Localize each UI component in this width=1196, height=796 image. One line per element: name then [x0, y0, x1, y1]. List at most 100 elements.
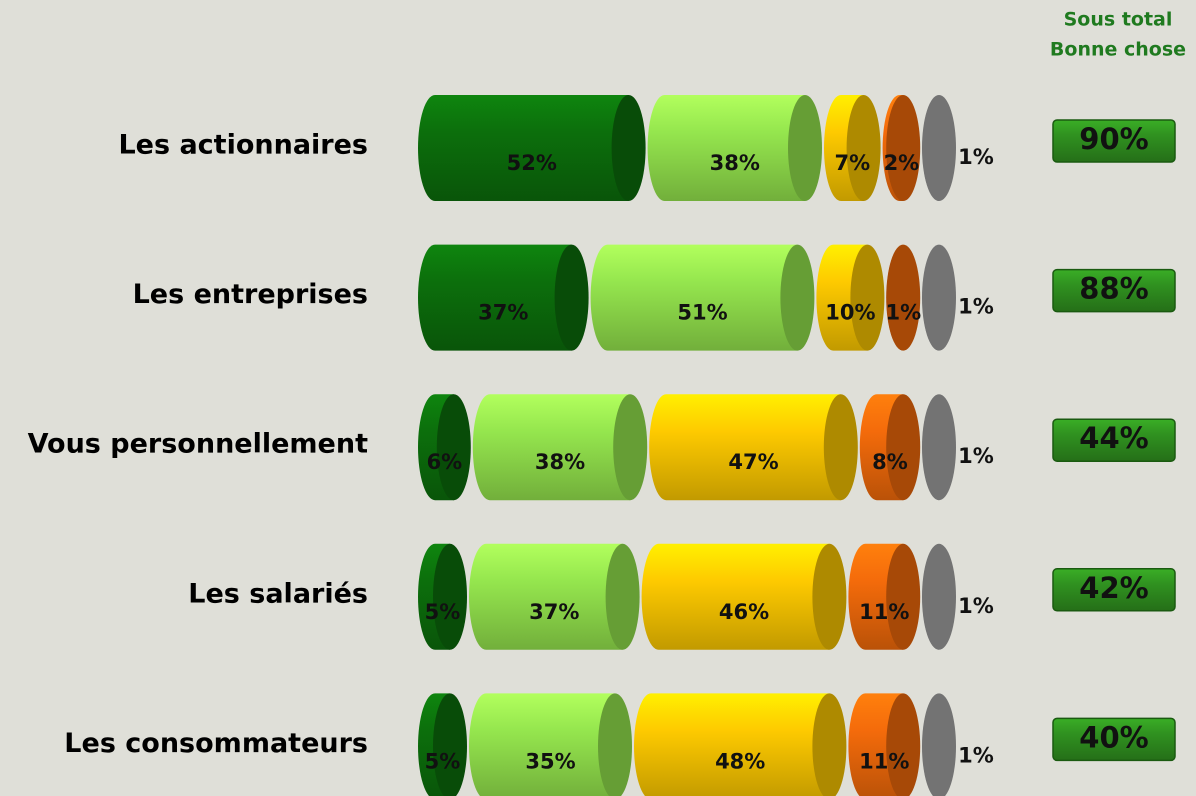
cylinder-body — [641, 543, 830, 650]
value-label: 52% — [507, 151, 557, 175]
cylinder-body — [418, 95, 629, 201]
bar-segment — [848, 693, 921, 796]
cylinder-cap — [436, 394, 471, 501]
bar-segment — [469, 693, 632, 796]
subtotal-box — [1052, 568, 1176, 612]
bar-segment — [922, 543, 956, 650]
subtotal-header: Bonne chose — [1050, 39, 1186, 61]
cylinder-cap — [850, 244, 885, 351]
subtotal-box — [1052, 119, 1176, 163]
cylinder-body — [469, 693, 615, 796]
cylinder-body — [590, 244, 798, 351]
value-label: 37% — [478, 301, 528, 325]
value-label: 38% — [710, 151, 760, 175]
subtotal-header: Sous total — [1064, 9, 1173, 31]
value-label: 11% — [859, 600, 909, 624]
bar-segment — [816, 244, 885, 351]
value-label: 1% — [958, 594, 994, 618]
cylinder-cap — [788, 95, 822, 201]
value-label: 10% — [825, 301, 875, 325]
bar-segment — [647, 95, 822, 201]
value-label: 46% — [719, 600, 769, 624]
cylinder-cap — [780, 244, 815, 351]
value-label: 11% — [859, 749, 909, 773]
cylinder-cap — [812, 693, 847, 796]
cylinder-body — [472, 394, 631, 501]
value-label: 2% — [884, 151, 920, 175]
cylinder-cap — [605, 543, 640, 650]
value-label: 38% — [535, 450, 585, 474]
cylinder-cap — [433, 693, 467, 796]
value-label: 1% — [958, 145, 994, 169]
subtotal-box — [1052, 268, 1176, 313]
bar-segment — [634, 693, 847, 796]
cylinder-cap — [922, 543, 956, 650]
value-label: 1% — [958, 444, 994, 468]
bar-segment — [590, 244, 815, 351]
category-label: Les salariés — [188, 578, 368, 609]
cylinder-cap — [886, 543, 921, 650]
value-label: 1% — [885, 301, 921, 325]
value-label: 51% — [677, 301, 727, 325]
subtotal-label: 40% — [1079, 720, 1148, 754]
value-label: 5% — [425, 600, 461, 624]
cylinder-cap — [823, 394, 858, 501]
value-label: 6% — [427, 450, 463, 474]
bar-segment — [886, 244, 921, 351]
cylinder-cap — [846, 95, 881, 201]
cylinder-cap — [598, 693, 632, 796]
cylinder-cap — [886, 693, 921, 796]
cylinder-cap — [886, 244, 921, 351]
bar-segment — [848, 543, 921, 650]
cylinder-cap — [922, 693, 956, 796]
cylinder-cap — [922, 95, 956, 201]
cylinder-body — [649, 394, 841, 501]
bar-segment — [418, 693, 467, 796]
cylinder-cap — [812, 543, 847, 650]
subtotal-label: 42% — [1079, 571, 1148, 605]
cylinder-cap — [886, 95, 921, 201]
cylinder-cap — [886, 394, 921, 501]
value-label: 1% — [958, 295, 994, 319]
bar-segment — [859, 394, 921, 501]
bar-segment — [641, 543, 847, 650]
value-label: 37% — [529, 600, 579, 624]
subtotal-box — [1052, 418, 1176, 462]
bar-segment — [922, 244, 956, 351]
value-label: 5% — [425, 749, 461, 773]
bar-segment — [649, 394, 858, 501]
subtotal-label: 90% — [1079, 122, 1148, 156]
subtotal-label: 88% — [1079, 272, 1148, 306]
cylinder-body — [469, 543, 623, 650]
cylinder-cap — [611, 95, 646, 201]
bar-segment — [922, 394, 956, 501]
value-label: 8% — [872, 450, 908, 474]
bar-segment — [418, 543, 467, 650]
category-label: Les consommateurs — [64, 728, 368, 759]
cylinder-body — [634, 693, 830, 796]
category-label: Vous personnellement — [28, 429, 368, 460]
bar-segment — [882, 95, 921, 201]
bar-segment — [824, 95, 881, 201]
bar-segment — [418, 244, 589, 351]
value-label: 47% — [728, 450, 778, 474]
bar-segment — [922, 95, 956, 201]
subtotal-box — [1052, 717, 1176, 762]
bar-segment — [469, 543, 640, 650]
cylinder-body — [418, 244, 572, 351]
category-label: Les actionnaires — [118, 130, 368, 161]
cylinder-cap — [554, 244, 589, 351]
category-label: Les entreprises — [133, 279, 368, 310]
cylinder-body — [647, 95, 805, 201]
value-label: 35% — [525, 749, 575, 773]
bar-segment — [922, 693, 956, 796]
bar-segment — [418, 394, 471, 501]
bar-segment — [472, 394, 648, 501]
cylinder-cap — [613, 394, 648, 501]
cylinder-cap — [922, 244, 956, 351]
cylinder-cap — [433, 543, 467, 650]
cylinder-cap — [922, 394, 956, 501]
bar-segment — [418, 95, 646, 201]
